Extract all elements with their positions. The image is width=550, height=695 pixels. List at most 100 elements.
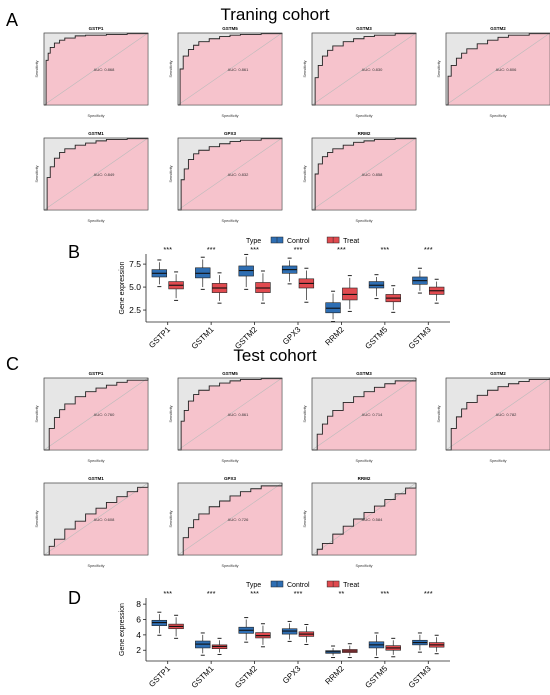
- roc-xlabel: Specificity: [87, 459, 104, 463]
- test-box-gpx3-control: [281, 620, 298, 642]
- test-box-gstp1-treat: [168, 614, 184, 639]
- roc-xlabel: Specificity: [221, 219, 238, 223]
- train-box-gstm2-control: [238, 253, 254, 290]
- roc-xlabel: Specificity: [221, 564, 238, 568]
- roc-diagonal: [177, 32, 283, 106]
- roc-diagonal: [177, 377, 283, 451]
- roc-title: GSTM2: [490, 26, 506, 31]
- roc-auc-label: AUC: 0.584: [362, 517, 383, 522]
- train-box-gpx3-control: [281, 257, 298, 285]
- train-roc-panel-gstm3: GSTM3 AUC: 0.830 Specificity Sensitivity: [303, 26, 417, 118]
- roc-frame: [177, 137, 283, 211]
- train-legend-label-treat: Treat: [343, 238, 359, 245]
- test-x-tick-label-rrm2: RRM2: [323, 664, 346, 687]
- test-significance-rrm2: **: [339, 589, 345, 598]
- test-box-gstm2-control: [238, 617, 254, 643]
- roc-curve: [446, 33, 550, 106]
- roc-ylabel: Sensitivity: [169, 165, 173, 182]
- train-box-gstp1-treat: [168, 271, 184, 301]
- roc-xlabel: Specificity: [355, 564, 372, 568]
- panel-d-letter: D: [68, 588, 81, 608]
- train-box-gstm3-control: [412, 267, 428, 294]
- panel-a-title: Traning cohort: [221, 5, 330, 24]
- roc-frame: [177, 32, 283, 106]
- train-significance-gstm3: ***: [424, 245, 433, 254]
- roc-diagonal: [43, 482, 149, 556]
- roc-auc-label: AUC: 0.726: [228, 517, 249, 522]
- roc-auc-label: AUC: 0.861: [228, 412, 249, 417]
- test-x-tick-label-gstm5: GSTM5: [363, 664, 389, 690]
- roc-curve: [44, 138, 149, 211]
- roc-diagonal: [311, 137, 417, 211]
- roc-frame: [177, 482, 283, 556]
- roc-title: GSTP1: [89, 26, 104, 31]
- roc-xlabel: Specificity: [87, 564, 104, 568]
- test-box-gstp1-control: [151, 611, 168, 636]
- roc-auc-label: AUC: 0.760: [94, 412, 115, 417]
- roc-diagonal: [177, 137, 283, 211]
- test-significance-gstm2: ***: [250, 589, 259, 598]
- train-box-gstp1-control: [151, 259, 168, 288]
- roc-frame: [445, 377, 550, 451]
- test-legend-title: Type: [246, 582, 261, 589]
- roc-auc-label: AUC: 0.849: [94, 172, 115, 177]
- test-y-tick-label: 8: [136, 599, 141, 609]
- panel-c-letter: C: [6, 354, 19, 374]
- roc-diagonal: [43, 377, 149, 451]
- roc-diagonal: [43, 32, 149, 106]
- roc-auc-label: AUC: 0.714: [362, 412, 383, 417]
- roc-xlabel: Specificity: [355, 114, 372, 118]
- test-roc-panel-gstm2: GSTM2 AUC: 0.782 Specificity Sensitivity: [437, 371, 550, 463]
- roc-ylabel: Sensitivity: [169, 60, 173, 77]
- test-legend-label-treat: Treat: [343, 582, 359, 589]
- roc-frame: [43, 32, 149, 106]
- roc-ylabel: Sensitivity: [35, 60, 39, 77]
- train-box-gstm3-treat: [428, 278, 445, 304]
- roc-title: GSTM3: [356, 26, 372, 31]
- train-legend: Type Control Treat: [246, 236, 359, 245]
- roc-auc-label: AUC: 0.608: [94, 517, 115, 522]
- train-legend-title: Type: [246, 238, 261, 245]
- roc-title: GSTM1: [88, 131, 104, 136]
- roc-diagonal: [445, 32, 550, 106]
- roc-frame: [311, 377, 417, 451]
- train-x-tick-label-gstm3: GSTM3: [407, 325, 433, 351]
- roc-ylabel: Sensitivity: [169, 510, 173, 527]
- roc-xlabel: Specificity: [221, 459, 238, 463]
- roc-frame: [311, 137, 417, 211]
- roc-diagonal: [311, 32, 417, 106]
- test-significance-gpx3: ***: [294, 589, 303, 598]
- roc-auc-label: AUC: 0.782: [496, 412, 517, 417]
- train-significance-gstp1: ***: [163, 245, 172, 254]
- roc-frame: [177, 377, 283, 451]
- roc-ylabel: Sensitivity: [437, 60, 441, 77]
- roc-curve: [44, 483, 149, 556]
- roc-diagonal: [445, 377, 550, 451]
- roc-xlabel: Specificity: [489, 114, 506, 118]
- test-significance-gstm1: ***: [207, 589, 216, 598]
- test-x-tick-label-gpx3: GPX3: [281, 664, 303, 686]
- roc-xlabel: Specificity: [87, 114, 104, 118]
- test-box-gstm5-treat: [385, 637, 401, 658]
- roc-xlabel: Specificity: [355, 219, 372, 223]
- roc-frame: [43, 377, 149, 451]
- roc-title: GSTM5: [222, 26, 238, 31]
- roc-title: GSTM1: [88, 476, 104, 481]
- train-x-tick-label-gpx3: GPX3: [281, 325, 303, 347]
- test-x-tick-label-gstp1: GSTP1: [147, 664, 172, 689]
- roc-curve: [446, 378, 550, 451]
- test-box-gstm5-control: [368, 632, 385, 659]
- roc-xlabel: Specificity: [87, 219, 104, 223]
- train-box-rrm2-treat: [342, 275, 358, 312]
- test-roc-panel-rrm2: RRM2 AUC: 0.584 Specificity Sensitivity: [303, 476, 417, 568]
- roc-ylabel: Sensitivity: [35, 405, 39, 422]
- test-box-gstm1-control: [195, 632, 211, 656]
- roc-curve: [312, 483, 417, 556]
- roc-auc-label: AUC: 0.858: [362, 172, 383, 177]
- roc-ylabel: Sensitivity: [303, 510, 307, 527]
- roc-frame: [43, 137, 149, 211]
- train-x-tick-label-gstp1: GSTP1: [147, 325, 172, 350]
- train-x-tick-label-gstm5: GSTM5: [363, 325, 389, 351]
- panel-b-letter: B: [68, 242, 80, 262]
